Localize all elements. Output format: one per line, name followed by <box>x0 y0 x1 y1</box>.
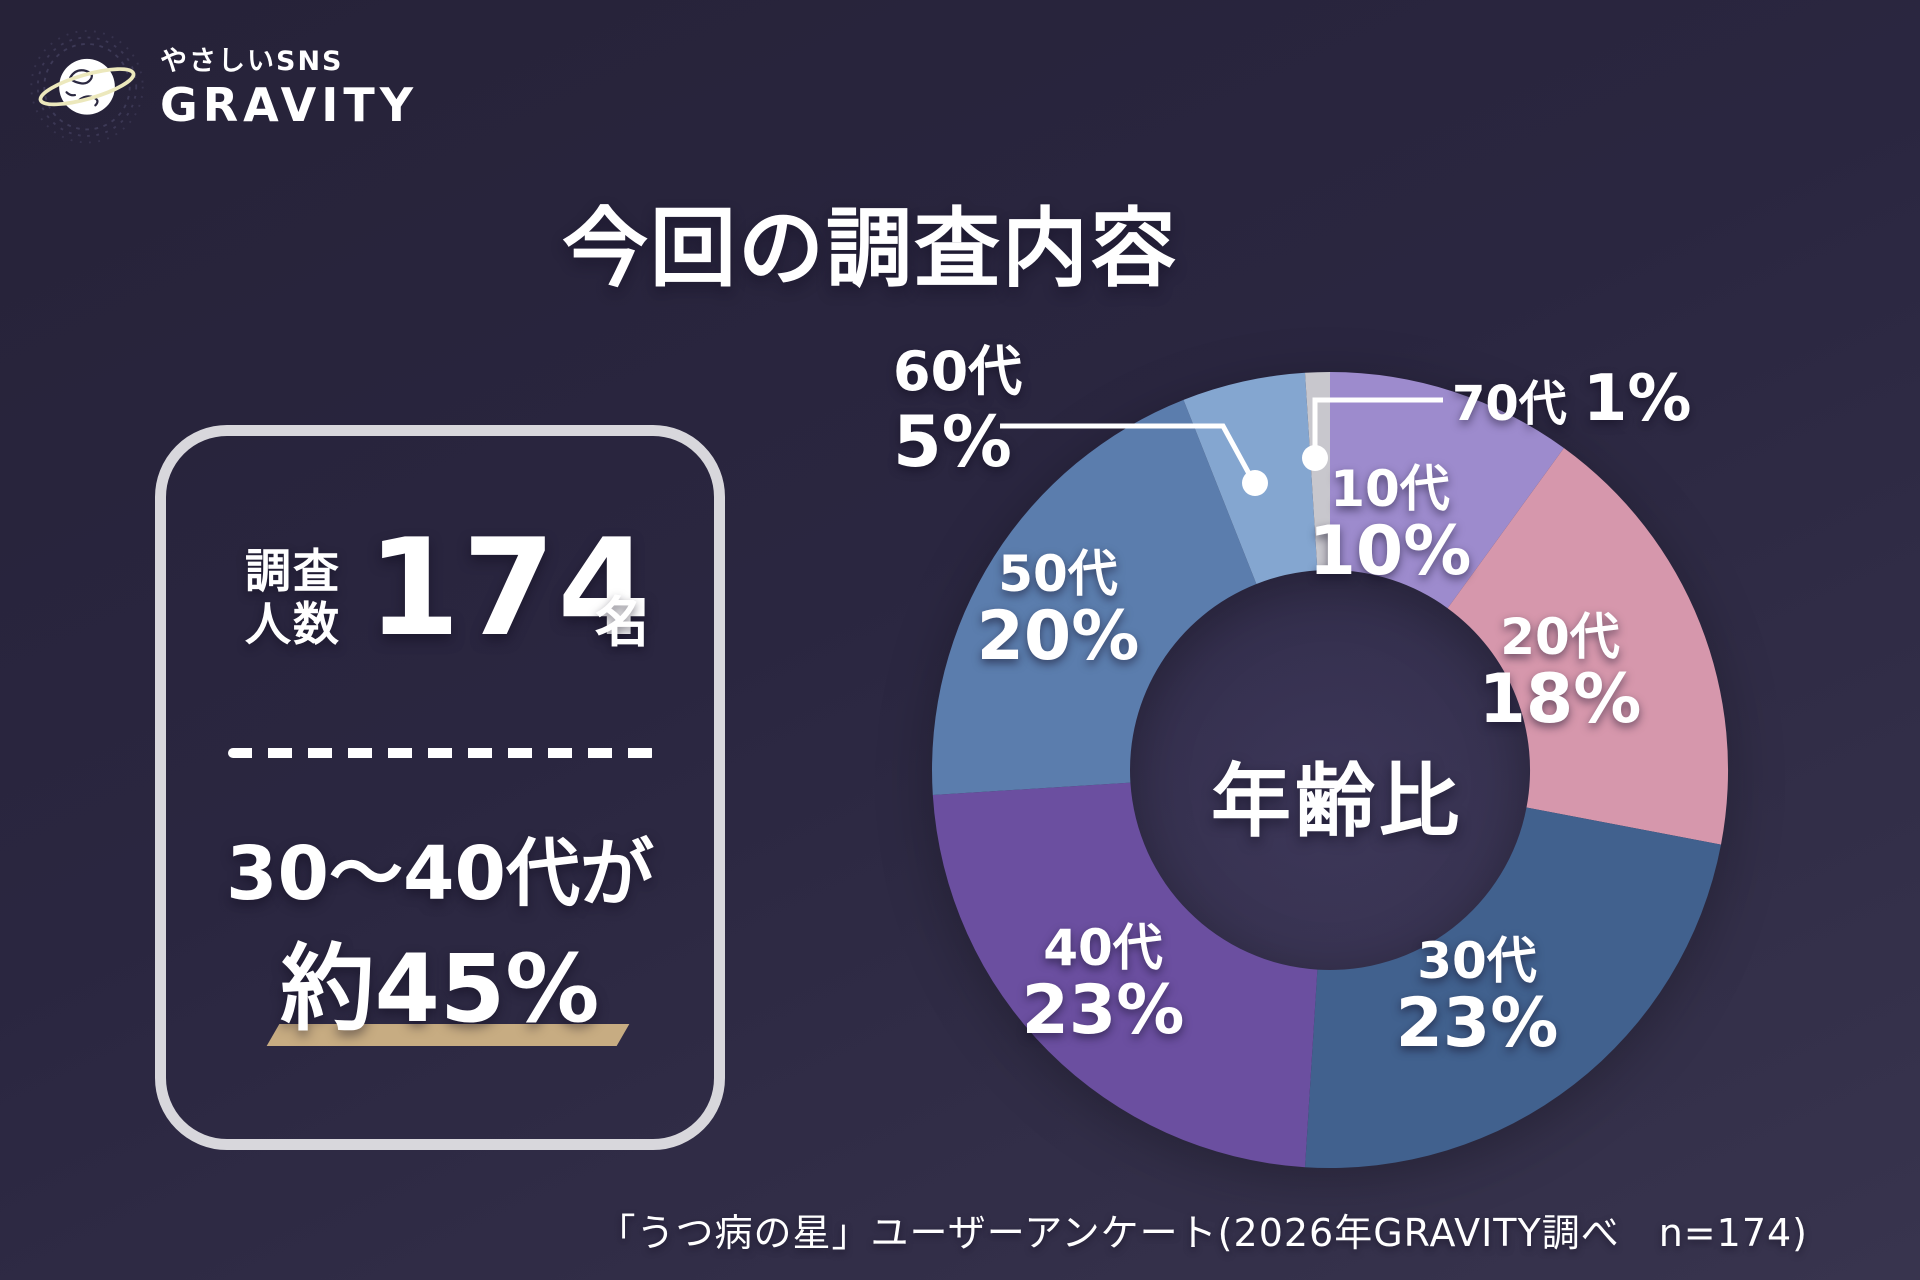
source-note: 「うつ病の星」ユーザーアンケート(2026年GRAVITY調べ n=174) <box>597 1211 1808 1255</box>
slice-label-category: 10代 <box>1330 460 1450 519</box>
survey-count-unit: 名 <box>595 591 649 654</box>
survey-summary-card: 調査 人数 174 名 30〜40代が 約45% <box>155 425 725 1150</box>
planet-logo-icon <box>30 30 144 144</box>
survey-count-label-line1: 調査 <box>245 544 341 598</box>
slice-label-value: 10% <box>1308 511 1472 591</box>
slice-label-value: 18% <box>1478 659 1642 739</box>
callout-label-70代: 70代 1% <box>1452 362 1691 436</box>
callout-value: 1% <box>1582 362 1692 436</box>
card-emphasis: 約45% <box>280 935 600 1044</box>
slice-label-value: 23% <box>1395 983 1559 1063</box>
page-title: 今回の調査内容 <box>562 198 1178 299</box>
survey-count-label-line2: 人数 <box>245 596 341 651</box>
card-subtitle: 30〜40代が <box>226 831 654 917</box>
slice-label-10代: 10代 10% <box>1309 463 1472 587</box>
callout-category: 60代 <box>893 340 1023 403</box>
slice-label-value: 20% <box>976 596 1140 676</box>
brand-name: GRAVITY <box>160 78 419 132</box>
brand-logo-text: やさしいSNS GRAVITY <box>160 48 418 128</box>
slice-label-value: 23% <box>1021 970 1185 1050</box>
survey-count-label: 調査 人数 <box>245 545 341 651</box>
leader-line-60s <box>1000 423 1256 483</box>
callout-value: 5% <box>893 401 1012 483</box>
chart-center-label: 年齢比 <box>1211 755 1463 848</box>
slice-label-50代: 50代 20% <box>977 548 1140 672</box>
leader-line-70s <box>1312 397 1443 455</box>
survey-count-value: 174 <box>367 510 653 666</box>
callout-label-60代: 60代 5% <box>893 340 1023 483</box>
slice-label-category: 40代 <box>1043 919 1163 978</box>
slice-label-category: 50代 <box>998 545 1118 604</box>
slice-label-category: 30代 <box>1417 932 1537 991</box>
brand-logo: やさしいSNS GRAVITY <box>22 18 418 148</box>
slice-label-category: 20代 <box>1500 608 1620 667</box>
slice-label-40代: 40代 23% <box>1022 922 1185 1046</box>
leader-dot-60s <box>1242 470 1268 496</box>
slice-label-30代: 30代 23% <box>1396 935 1559 1059</box>
slice-60代 <box>1183 372 1318 584</box>
brand-tagline: やさしいSNS <box>160 46 344 77</box>
callout-category: 70代 <box>1452 376 1567 432</box>
dashed-divider <box>228 748 656 758</box>
slice-label-20代: 20代 18% <box>1479 611 1642 735</box>
